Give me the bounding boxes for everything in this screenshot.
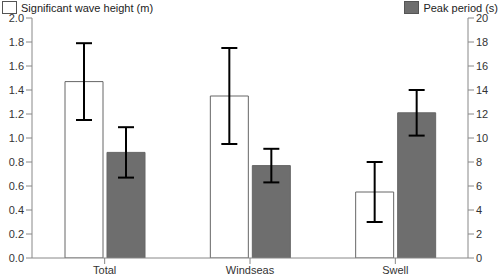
svg-text:4: 4 [476,204,482,216]
svg-text:1.8: 1.8 [9,36,24,48]
svg-text:8: 8 [476,156,482,168]
html-text:Peak period (s): Peak period (s) [423,1,498,14]
svg-text:1.4: 1.4 [9,84,24,96]
svg-text:6: 6 [476,180,482,192]
svg-text:20: 20 [476,12,488,24]
svg-text:0.2: 0.2 [9,228,24,240]
svg-text:14: 14 [476,84,488,96]
svg-text:12: 12 [476,108,488,120]
svg-text:1.0: 1.0 [9,132,24,144]
svg-text:1.2: 1.2 [9,108,24,120]
svg-text:0.4: 0.4 [9,204,24,216]
svg-text:18: 18 [476,36,488,48]
svg-text:0.0: 0.0 [9,252,24,264]
svg-text:1.6: 1.6 [9,60,24,72]
svg-text:2: 2 [476,228,482,240]
svg-text:10: 10 [476,132,488,144]
svg-text:16: 16 [476,60,488,72]
svg-text:Swell: Swell [382,264,408,276]
svg-text:0: 0 [476,252,482,264]
svg-text:Windseas: Windseas [226,264,275,276]
svg-text:0.8: 0.8 [9,156,24,168]
html-text:Significant wave height (m): Significant wave height (m) [21,1,154,14]
svg-text:Total: Total [93,264,116,276]
svg-text:2.0: 2.0 [9,12,24,24]
svg-text:0.6: 0.6 [9,180,24,192]
